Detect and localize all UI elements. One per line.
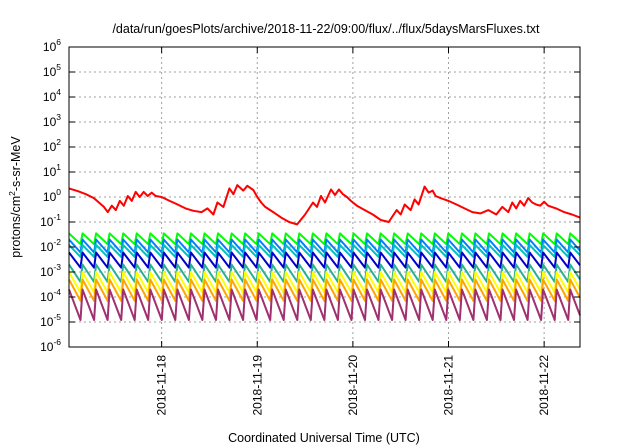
y-tick-label-base: 10 — [43, 140, 57, 154]
series-group — [68, 184, 581, 321]
y-tick-label-base: 10 — [43, 90, 57, 104]
series-line-9 — [68, 288, 581, 321]
x-tick-label: 2018-11-22 — [537, 355, 551, 416]
y-tick-label: 106 — [43, 37, 61, 54]
x-tick-label: 2018-11-18 — [155, 355, 169, 416]
y-tick-label-exp: 4 — [56, 87, 61, 97]
y-tick-label-base: 10 — [40, 290, 54, 304]
x-axis-ticks: 2018-11-18 2018-11-19 2018-11-20 2018-11-21… — [155, 47, 551, 416]
y-tick-label: 10-1 — [40, 212, 61, 229]
y-tick-label-exp: 0 — [56, 187, 61, 197]
y-tick-label-base: 10 — [43, 165, 57, 179]
y-tick-label-exp: -4 — [53, 287, 61, 297]
grid — [69, 47, 580, 347]
y-tick-label-base: 10 — [40, 265, 54, 279]
y-tick-label: 105 — [43, 62, 61, 79]
plot-frame — [68, 46, 581, 348]
series-line-5 — [68, 251, 581, 269]
y-tick-label: 10-6 — [40, 337, 61, 354]
y-axis-ticks: 10-610-510-410-310-210-11001011021031041… — [40, 37, 580, 354]
y-tick-label-exp: 2 — [56, 137, 61, 147]
y-axis-label-rest: -s-sr-MeV — [9, 136, 23, 192]
y-tick-label: 102 — [43, 137, 61, 154]
y-axis-label: protons/cm2-s-sr-MeV — [7, 136, 23, 258]
y-tick-label-exp: 1 — [56, 162, 61, 172]
y-tick-label-base: 10 — [40, 215, 54, 229]
y-tick-label-exp: 3 — [56, 112, 61, 122]
x-axis-label: Coordinated Universal Time (UTC) — [228, 431, 420, 445]
y-tick-label-base: 10 — [43, 190, 57, 204]
chart-title: /data/run/goesPlots/archive/2018-11-22/0… — [112, 22, 540, 36]
y-axis-label-sup: 2 — [7, 191, 17, 196]
y-tick-label-exp: 6 — [56, 37, 61, 47]
y-tick-label: 10-3 — [40, 262, 61, 279]
y-tick-label: 100 — [43, 187, 61, 204]
y-tick-label-base: 10 — [40, 340, 54, 354]
y-tick-label: 103 — [43, 112, 61, 129]
y-tick-label-base: 10 — [43, 65, 57, 79]
y-axis-label-base: protons/cm — [9, 196, 23, 258]
y-tick-label-exp: -1 — [53, 212, 61, 222]
y-tick-label-exp: -6 — [53, 337, 61, 347]
y-tick-label: 101 — [43, 162, 61, 179]
x-tick-label: 2018-11-19 — [250, 355, 264, 416]
series-line-1 — [68, 184, 581, 226]
y-tick-label: 104 — [43, 87, 61, 104]
y-tick-label-exp: 5 — [56, 62, 61, 72]
y-tick-label: 10-5 — [40, 312, 61, 329]
y-tick-label-base: 10 — [40, 240, 54, 254]
y-tick-label: 10-4 — [40, 287, 61, 304]
y-tick-label-base: 10 — [40, 315, 54, 329]
y-tick-label: 10-2 — [40, 237, 61, 254]
y-tick-label-exp: -3 — [53, 262, 61, 272]
x-tick-label: 2018-11-21 — [442, 355, 456, 416]
y-tick-label-exp: -2 — [53, 237, 61, 247]
x-tick-label: 2018-11-20 — [346, 355, 360, 416]
y-tick-label-base: 10 — [43, 115, 57, 129]
y-tick-label-base: 10 — [43, 40, 57, 54]
y-tick-label-exp: -5 — [53, 312, 61, 322]
series-line-4 — [68, 244, 581, 258]
series-line-2 — [68, 232, 581, 246]
